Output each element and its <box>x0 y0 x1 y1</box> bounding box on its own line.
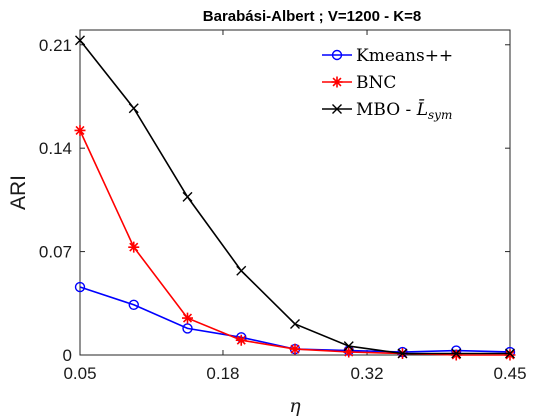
legend-marker <box>332 104 342 114</box>
data-point <box>236 265 247 276</box>
data-point <box>235 334 247 346</box>
data-point <box>128 241 140 253</box>
legend-label: MBO - L̄sym <box>356 98 452 122</box>
chart-title: Barabási-Albert ; V=1200 - K=8 <box>203 8 421 25</box>
data-point <box>182 191 193 202</box>
data-point <box>182 312 193 324</box>
x-tick-label: 0.45 <box>493 364 526 383</box>
data-point <box>397 348 408 359</box>
data-point <box>74 281 86 293</box>
data-point <box>128 299 139 310</box>
x-tick-label: 0.18 <box>206 364 239 383</box>
series-layer <box>74 35 516 361</box>
series-line <box>79 130 510 356</box>
data-point <box>128 103 139 114</box>
y-tick-label: 0.07 <box>39 243 72 262</box>
y-axis-label: ARI <box>7 175 30 210</box>
legend-marker <box>331 49 343 61</box>
x-tick-label: 0.05 <box>63 364 96 383</box>
data-point <box>343 341 354 352</box>
x-tick-label: 0.32 <box>350 364 383 383</box>
y-tick-label: 0.14 <box>39 139 72 158</box>
data-point <box>451 348 462 359</box>
series-2 <box>74 124 516 361</box>
x-axis-label: η <box>289 395 301 417</box>
y-tick-label: 0 <box>63 346 72 365</box>
legend-label: Kmeans++ <box>356 46 453 66</box>
data-point <box>74 124 86 136</box>
legend-item: MBO - L̄sym <box>322 98 452 122</box>
data-point <box>450 349 462 361</box>
legend-label: BNC <box>356 73 396 93</box>
y-tick-label: 0.21 <box>39 36 72 55</box>
data-point <box>290 318 300 329</box>
plot-area-frame <box>79 29 511 356</box>
series-3 <box>75 35 515 359</box>
data-point <box>182 323 193 334</box>
legend-item: Kmeans++ <box>322 46 453 66</box>
data-point <box>289 343 301 355</box>
legend-marker <box>331 76 343 88</box>
axis-ticks: 0.05 0.18 0.32 0.45 0 0.07 0.14 0.21 <box>39 30 527 383</box>
data-point <box>505 348 515 359</box>
data-point <box>75 35 85 46</box>
series-line <box>79 286 511 353</box>
legend: Kmeans++ BNC MBO - L̄sym <box>312 36 502 128</box>
data-point <box>343 346 355 358</box>
data-point <box>504 349 516 361</box>
legend-item: BNC <box>322 73 396 93</box>
